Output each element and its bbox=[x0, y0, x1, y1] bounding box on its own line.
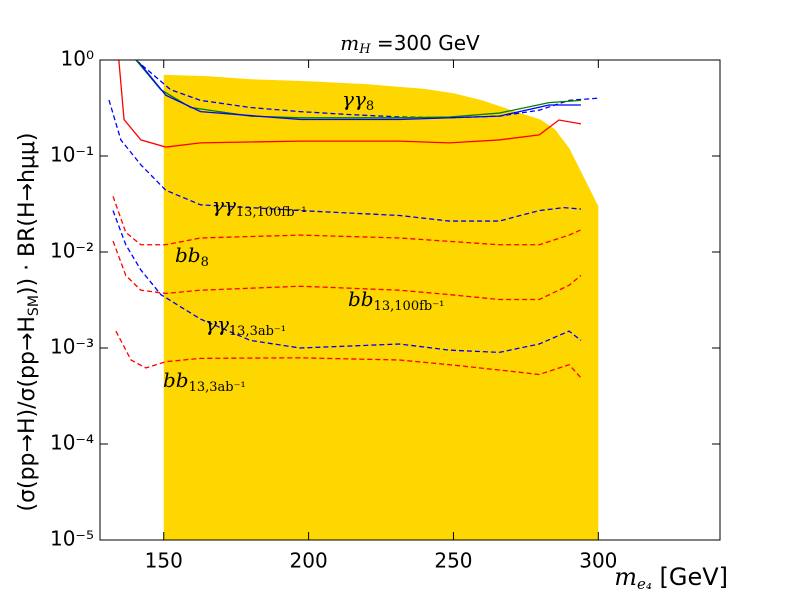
y-axis-label: (σ(pp→H)/σ(pp→HSM)) · BR(H→hμμ) bbox=[15, 132, 42, 511]
scatter-cloud bbox=[163, 74, 599, 540]
annotation: γγ13,100fb⁻¹ bbox=[212, 193, 307, 220]
y-label-rest: )) · BR(H→hμμ) bbox=[15, 132, 40, 295]
series-line bbox=[135, 60, 598, 119]
annotation: bb13,100fb⁻¹ bbox=[348, 287, 444, 314]
annotation-main: γγ bbox=[205, 312, 229, 336]
y-tick-label: 10⁰ bbox=[61, 47, 94, 71]
annotation-main: bb bbox=[348, 287, 374, 311]
annotation-main: bb bbox=[175, 243, 201, 267]
y-label-sub: SM bbox=[26, 295, 42, 316]
title-main: m bbox=[340, 31, 359, 55]
annotation: γγ13,3ab⁻¹ bbox=[205, 312, 286, 339]
x-tick-label: 150 bbox=[145, 549, 183, 573]
annotation-sub: 13,100fb⁻¹ bbox=[374, 299, 445, 314]
series-line bbox=[118, 60, 582, 148]
x-axis-label: me₄ [GeV] bbox=[614, 563, 728, 594]
series-line bbox=[112, 240, 582, 301]
series-line bbox=[112, 210, 582, 354]
chart-title: mH =300 GeV bbox=[340, 31, 480, 57]
annotation-main: bb bbox=[163, 368, 189, 392]
x-label-sub: e₄ bbox=[637, 575, 652, 593]
series-line bbox=[108, 99, 581, 222]
y-tick-label: 10⁻⁴ bbox=[50, 431, 94, 455]
plot-area bbox=[108, 60, 599, 540]
x-label-main: m bbox=[614, 563, 637, 591]
title-rest: =300 GeV bbox=[371, 31, 480, 55]
x-tick-label: 200 bbox=[290, 549, 328, 573]
y-tick-label: 10⁻² bbox=[50, 239, 94, 263]
y-tick-label: 10⁻⁵ bbox=[50, 527, 94, 551]
annotation: bb8 bbox=[175, 243, 209, 270]
annotation: γγ8 bbox=[342, 87, 374, 114]
x-tick-label: 250 bbox=[434, 549, 472, 573]
series-line bbox=[115, 330, 582, 379]
x-tick-label: 300 bbox=[579, 549, 617, 573]
annotation-sub: 8 bbox=[201, 255, 209, 270]
x-label-rest: [GeV] bbox=[652, 563, 728, 591]
y-tick-label: 10⁻¹ bbox=[50, 143, 94, 167]
series-line bbox=[135, 60, 581, 119]
title-sub: H bbox=[358, 42, 371, 57]
plot-frame bbox=[99, 59, 721, 541]
annotation-sub: 13,3ab⁻¹ bbox=[229, 324, 286, 339]
annotation-sub: 8 bbox=[366, 99, 374, 114]
series-line bbox=[112, 196, 582, 246]
y-tick-label: 10⁻³ bbox=[50, 335, 94, 359]
annotation-main: γγ bbox=[342, 87, 366, 111]
y-label-main: (σ(pp→H)/σ(pp→H bbox=[15, 316, 40, 511]
annotation-sub: 13,100fb⁻¹ bbox=[236, 205, 307, 220]
series-line bbox=[138, 61, 581, 121]
annotation: bb13,3ab⁻¹ bbox=[163, 368, 246, 395]
annotation-main: γγ bbox=[212, 193, 236, 217]
annotation-sub: 13,3ab⁻¹ bbox=[189, 380, 246, 395]
